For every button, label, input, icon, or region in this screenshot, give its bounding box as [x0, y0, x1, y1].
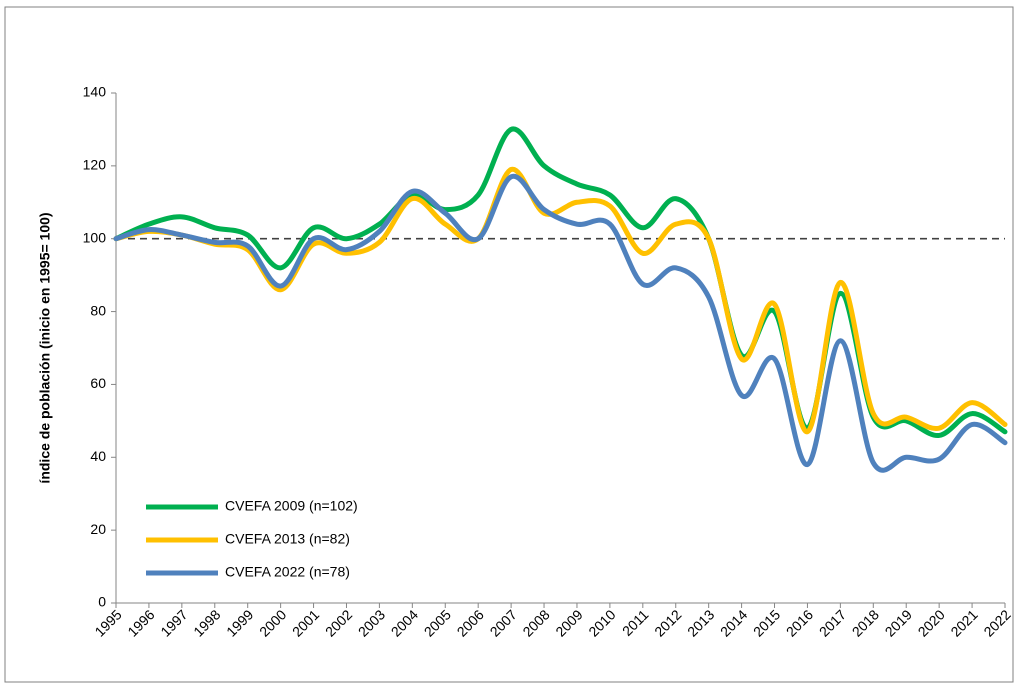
y-tick-label: 0	[98, 594, 106, 610]
legend-label: CVEFA 2022 (n=78)	[225, 564, 350, 580]
y-tick-label: 60	[90, 375, 106, 391]
series-line	[113, 173, 1008, 473]
y-tick-label: 80	[90, 302, 106, 318]
legend-label: CVEFA 2009 (n=102)	[225, 498, 358, 514]
chart-border	[4, 6, 1014, 683]
legend-label: CVEFA 2013 (n=82)	[225, 531, 350, 547]
y-tick-label: 100	[83, 229, 107, 245]
y-tick-label: 120	[83, 157, 107, 173]
series-line	[113, 166, 1008, 435]
y-axis-label: índice de población (inicio en 1995= 100…	[37, 212, 53, 483]
y-tick-label: 140	[83, 84, 107, 100]
y-tick-label: 20	[90, 521, 106, 537]
y-tick-label: 40	[90, 448, 106, 464]
